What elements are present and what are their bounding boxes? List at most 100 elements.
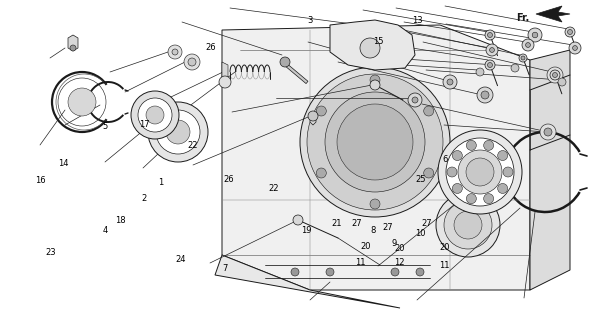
Circle shape	[70, 45, 76, 51]
Text: 27: 27	[352, 220, 362, 228]
Text: 1: 1	[159, 178, 163, 187]
Text: 16: 16	[35, 176, 46, 185]
Text: 11: 11	[355, 258, 366, 267]
Text: 22: 22	[268, 184, 279, 193]
Circle shape	[526, 43, 531, 47]
Circle shape	[326, 268, 334, 276]
Circle shape	[280, 57, 290, 67]
Text: 4: 4	[103, 226, 108, 235]
Circle shape	[454, 211, 482, 239]
Text: 12: 12	[394, 258, 405, 267]
Circle shape	[291, 268, 299, 276]
Text: 14: 14	[58, 159, 69, 168]
Circle shape	[486, 44, 498, 56]
Text: 11: 11	[439, 261, 450, 270]
Text: 26: 26	[223, 175, 234, 184]
Polygon shape	[536, 6, 570, 22]
Polygon shape	[530, 50, 570, 290]
Circle shape	[308, 111, 318, 121]
Circle shape	[166, 120, 190, 144]
Text: 5: 5	[103, 122, 108, 131]
Polygon shape	[330, 20, 415, 70]
Text: 25: 25	[415, 175, 426, 184]
Circle shape	[490, 48, 495, 52]
Text: 27: 27	[421, 220, 432, 228]
Circle shape	[453, 183, 462, 194]
Text: 24: 24	[175, 255, 186, 264]
Circle shape	[544, 128, 552, 136]
Text: 9: 9	[391, 239, 396, 248]
Circle shape	[188, 58, 196, 66]
Circle shape	[148, 102, 208, 162]
Circle shape	[476, 68, 484, 76]
Circle shape	[550, 70, 560, 80]
Text: 23: 23	[46, 248, 56, 257]
Circle shape	[408, 93, 422, 107]
Text: 17: 17	[139, 120, 150, 129]
Text: 26: 26	[205, 44, 216, 52]
Text: 6: 6	[442, 156, 447, 164]
Circle shape	[184, 54, 200, 70]
Circle shape	[487, 33, 492, 37]
Circle shape	[453, 150, 462, 161]
Text: 20: 20	[394, 244, 405, 253]
Text: 21: 21	[331, 220, 342, 228]
Circle shape	[511, 64, 519, 72]
Circle shape	[466, 158, 494, 186]
Circle shape	[503, 167, 513, 177]
Text: 8: 8	[370, 226, 375, 235]
Text: 3: 3	[307, 16, 312, 25]
Polygon shape	[283, 62, 308, 84]
Polygon shape	[222, 25, 530, 290]
Circle shape	[360, 38, 380, 58]
Text: 13: 13	[412, 16, 423, 25]
Circle shape	[521, 56, 525, 60]
Text: 19: 19	[301, 226, 312, 235]
Circle shape	[370, 75, 380, 85]
Text: 2: 2	[142, 194, 147, 203]
Circle shape	[458, 150, 502, 194]
Circle shape	[443, 75, 457, 89]
Circle shape	[477, 87, 493, 103]
Circle shape	[146, 106, 164, 124]
Text: 20: 20	[360, 242, 371, 251]
Circle shape	[438, 130, 522, 214]
Circle shape	[466, 140, 477, 150]
Circle shape	[219, 76, 231, 88]
Circle shape	[156, 110, 200, 154]
Circle shape	[138, 98, 172, 132]
Circle shape	[447, 79, 453, 85]
Circle shape	[444, 201, 492, 249]
Circle shape	[552, 73, 558, 77]
Text: 7: 7	[223, 264, 228, 273]
Circle shape	[551, 71, 559, 79]
Circle shape	[522, 39, 534, 51]
Circle shape	[487, 62, 492, 68]
Circle shape	[519, 54, 527, 62]
Text: Fr.: Fr.	[516, 13, 529, 23]
Circle shape	[316, 168, 326, 178]
Polygon shape	[215, 255, 400, 308]
Circle shape	[484, 194, 493, 204]
Circle shape	[540, 124, 556, 140]
Circle shape	[370, 199, 380, 209]
Circle shape	[466, 194, 477, 204]
Circle shape	[447, 167, 457, 177]
Circle shape	[485, 60, 495, 70]
Circle shape	[565, 27, 575, 37]
Circle shape	[424, 106, 434, 116]
Circle shape	[484, 140, 493, 150]
Circle shape	[424, 168, 434, 178]
Circle shape	[573, 46, 578, 50]
Circle shape	[532, 32, 538, 38]
Text: 22: 22	[187, 141, 198, 150]
Circle shape	[131, 91, 179, 139]
Circle shape	[558, 78, 566, 86]
Circle shape	[293, 215, 303, 225]
Circle shape	[567, 29, 573, 35]
Circle shape	[446, 138, 514, 206]
Polygon shape	[222, 62, 228, 82]
Circle shape	[68, 88, 96, 116]
Circle shape	[168, 45, 182, 59]
Circle shape	[481, 91, 489, 99]
